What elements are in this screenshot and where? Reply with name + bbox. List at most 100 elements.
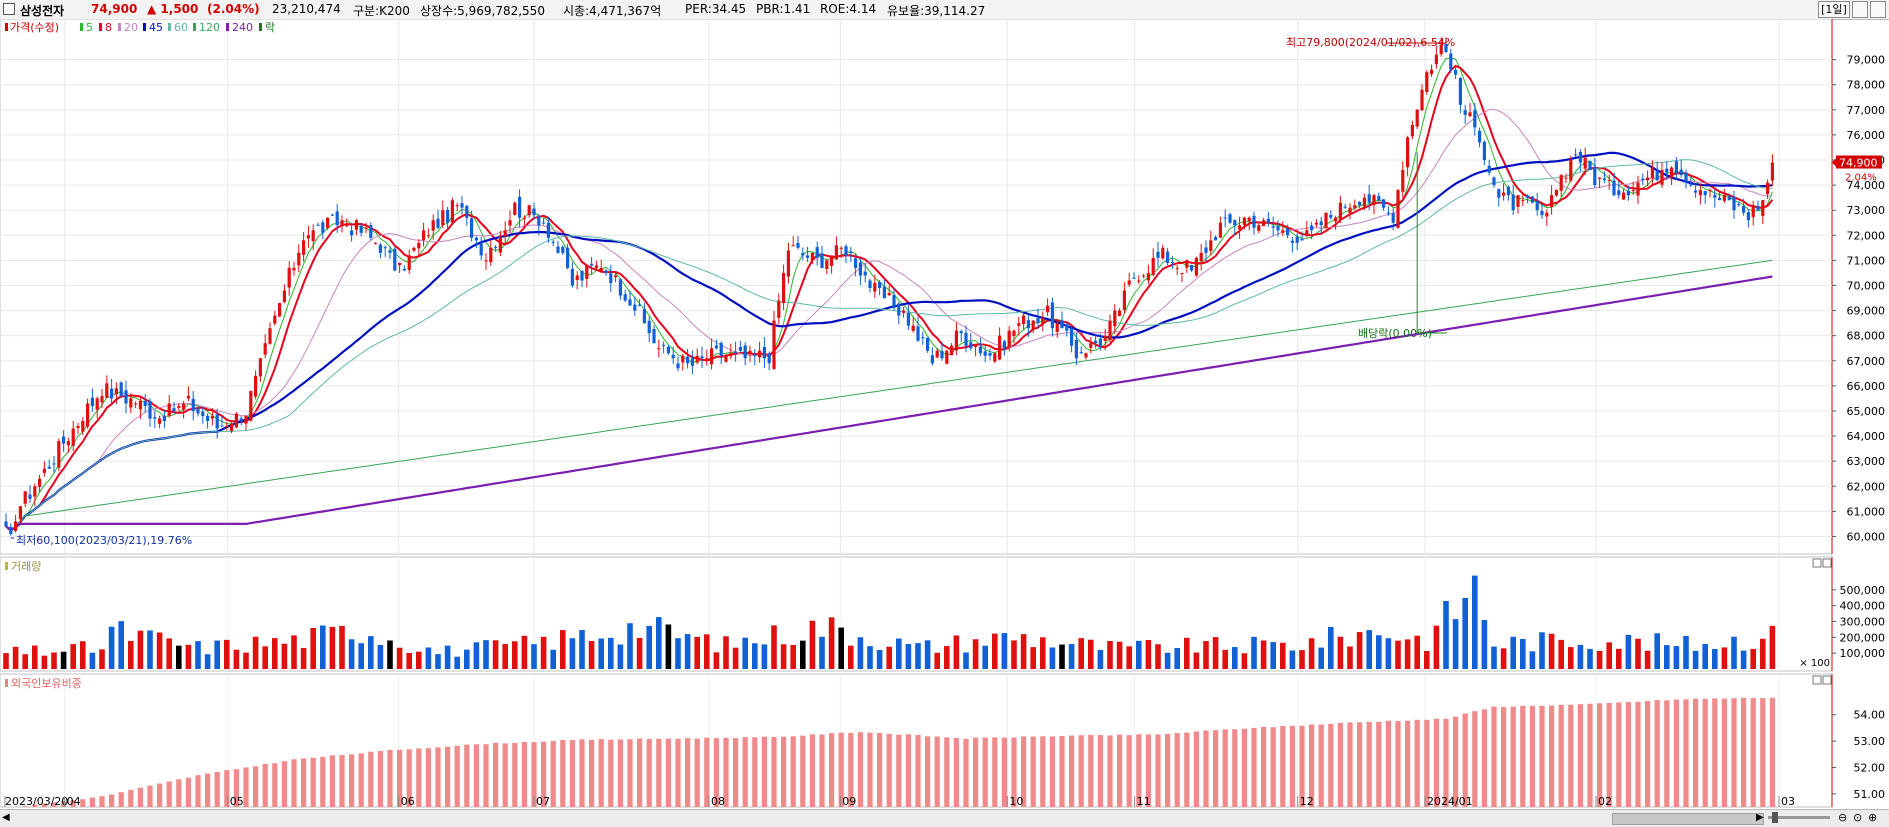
candle-body [600, 268, 603, 271]
candle-body [1411, 125, 1414, 136]
foreign-bar [752, 737, 757, 807]
candle-body [388, 250, 391, 253]
candle-body [1526, 195, 1529, 197]
volume-bar [1232, 647, 1238, 669]
scroll-left-button[interactable]: ◀ [2, 812, 12, 824]
volume-bar [368, 636, 374, 669]
candle-body [523, 218, 526, 219]
candle-body [931, 355, 934, 363]
foreign-bar [1194, 731, 1199, 807]
candle-body [384, 247, 387, 248]
candle-body [787, 250, 790, 276]
candle-body [1627, 191, 1630, 195]
volume-bar [1098, 650, 1104, 669]
bottom-scroll-bar[interactable]: ◀ ▶ ⊖ ⊙ ⊕ [0, 809, 1889, 827]
volume-bar [330, 627, 336, 669]
candle-body [912, 326, 915, 331]
candle-body [796, 243, 799, 248]
volume-bar [829, 617, 835, 669]
foreign-bar [1626, 702, 1631, 807]
volume-bar [1491, 647, 1497, 669]
volume-bar [1222, 650, 1228, 669]
candle-body [513, 203, 516, 215]
stock-chart[interactable]: 79,00078,00077,00076,00075,00074,00073,0… [0, 19, 1889, 809]
zoom-out-icon[interactable]: ⊖ [1838, 811, 1847, 824]
candle-body [1132, 278, 1135, 279]
candle-body [1646, 178, 1649, 181]
foreign-bar [1463, 713, 1468, 807]
candle-body [4, 521, 7, 526]
volume-bar [1693, 651, 1699, 669]
price-tick-label: 66,000 [1847, 380, 1886, 393]
foreign-bar [349, 754, 354, 807]
price-tick-label: 69,000 [1847, 305, 1886, 318]
window-close-button[interactable] [1870, 1, 1886, 18]
volume-bar [1664, 645, 1670, 669]
candle-body [1137, 280, 1140, 281]
volume-bar [42, 656, 48, 669]
foreign-bar [771, 737, 776, 807]
foreign-tick-label: 54.00 [1854, 709, 1886, 722]
candle-body [129, 398, 132, 407]
candle-body [585, 265, 588, 279]
candle-body [1584, 158, 1587, 169]
foreign-bar [877, 733, 882, 807]
candle-body [950, 346, 953, 356]
foreign-panel-min-button[interactable] [1813, 676, 1821, 684]
scroll-right-button[interactable]: ▶ [1756, 812, 1766, 824]
candle-body [86, 403, 89, 426]
candle-body [854, 258, 857, 267]
scroll-thumb[interactable] [1612, 813, 1764, 825]
foreign-bar [445, 747, 450, 807]
candle-body [1113, 311, 1116, 327]
candle-body [1041, 318, 1044, 324]
price-tick-label: 64,000 [1847, 430, 1886, 443]
volume-bar [944, 646, 950, 669]
candle-body [1488, 166, 1491, 173]
volume-bar [867, 646, 873, 669]
candle-body [1704, 191, 1707, 195]
volume-bar [1520, 639, 1526, 669]
candle-body [1195, 258, 1198, 276]
candle-body [120, 383, 123, 396]
foreign-panel-title: 외국인보유비중 [11, 677, 82, 690]
listed-shares: 상장수:5,969,782,550 [420, 2, 545, 19]
foreign-bar [138, 788, 143, 807]
volume-bar [618, 645, 624, 669]
foreign-bar [90, 798, 95, 807]
candle-body [28, 495, 31, 499]
zoom-slider-thumb[interactable] [1772, 812, 1778, 823]
last-change-value: 2.04% [1845, 173, 1877, 184]
candle-body [758, 351, 761, 358]
zoom-in-icon[interactable]: ⊕ [1868, 811, 1877, 824]
volume-bar [109, 627, 115, 669]
volume-bar [1280, 643, 1286, 669]
candle-body [1377, 196, 1380, 200]
candle-body [312, 230, 315, 241]
candle-body [480, 244, 483, 256]
volume-panel-close-button[interactable] [1823, 559, 1831, 567]
volume-bar [387, 640, 393, 669]
volume-panel-min-button[interactable] [1813, 559, 1821, 567]
candle-body [1099, 339, 1102, 346]
stock-checkbox[interactable] [3, 3, 15, 15]
candle-body [1329, 215, 1332, 218]
period-button[interactable]: [1일] [1818, 1, 1850, 18]
candle-body [864, 272, 867, 276]
volume-bar [378, 645, 384, 669]
foreign-bar [1751, 698, 1756, 807]
candle-body [225, 426, 228, 427]
volume-tick-label: 300,000 [1840, 616, 1886, 629]
volume-bar [877, 650, 883, 669]
panel-toggle-button[interactable] [1852, 1, 1868, 18]
foreign-panel-close-button[interactable] [1823, 676, 1831, 684]
price-tick-label: 67,000 [1847, 355, 1886, 368]
candle-body [201, 412, 204, 416]
foreign-bar [1635, 702, 1640, 807]
zoom-reset-icon[interactable]: ⊙ [1853, 811, 1862, 824]
foreign-bar [1175, 733, 1180, 807]
stock-name[interactable]: 삼성전자 [20, 2, 64, 19]
candle-body [859, 263, 862, 276]
candle-body [163, 416, 166, 421]
volume-bar [1654, 633, 1660, 669]
